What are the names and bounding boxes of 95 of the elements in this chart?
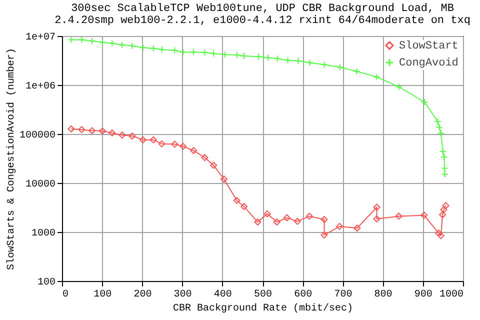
x-tick-label: 200 [134, 290, 152, 300]
point [373, 215, 380, 222]
point [140, 136, 146, 144]
point [264, 210, 271, 218]
x-tick-label: 300 [174, 290, 192, 300]
x-tick-label: 800 [374, 290, 392, 300]
point [171, 46, 178, 54]
point [190, 48, 198, 56]
y-axis-title: SlowStarts & CongestionAvoid (number) [5, 48, 18, 270]
point [99, 128, 106, 135]
point [150, 44, 157, 52]
x-tick-label: 400 [214, 290, 232, 300]
point [421, 98, 428, 106]
point [210, 162, 218, 169]
y-tick-label: 1000 [31, 228, 56, 240]
x-tick-label: 900 [414, 290, 432, 300]
point [373, 204, 380, 211]
point [158, 140, 166, 148]
point [320, 216, 328, 223]
point [180, 48, 187, 56]
point [201, 154, 208, 162]
point [441, 164, 448, 172]
legend-label: SlowStart [399, 40, 458, 52]
point [436, 124, 443, 131]
point [128, 132, 136, 140]
chart-title: 300sec ScalableTCP Web100tune, UDP CBR Background Load, MB [71, 3, 454, 15]
point [439, 211, 446, 218]
point [220, 176, 228, 183]
point [140, 44, 146, 52]
point [210, 50, 218, 57]
point [88, 38, 96, 45]
y-tick-label: 100 [37, 278, 56, 288]
point [420, 212, 428, 219]
point [354, 224, 361, 232]
x-tick-label: 100 [94, 290, 112, 300]
x-tick-label: 500 [254, 290, 272, 300]
point [434, 118, 442, 125]
point [78, 126, 86, 134]
point [306, 212, 313, 220]
x-tick-label: 0 [62, 290, 69, 300]
x-tick-label: 1000 [439, 290, 464, 300]
y-tick-label: 100000 [19, 130, 56, 142]
y-tick-label: 10000 [25, 180, 56, 190]
point [254, 53, 262, 60]
point [294, 57, 302, 64]
point [320, 231, 328, 238]
point [78, 36, 86, 44]
point [439, 148, 446, 155]
point [88, 127, 96, 134]
point [294, 218, 301, 225]
point [108, 40, 116, 47]
point [254, 218, 262, 226]
point [440, 206, 448, 214]
x-tick-label: 700 [334, 290, 352, 300]
point [118, 41, 126, 48]
point [274, 55, 281, 62]
chart-subtitle: 2.4.20smp web100-2.2.1, e1000-4.4.12 rxint 64/64moderate on txq [54, 15, 470, 27]
point [240, 52, 248, 60]
point [171, 140, 178, 148]
point [437, 130, 444, 137]
point [118, 132, 126, 139]
point [180, 142, 187, 150]
point [201, 49, 208, 56]
point [158, 46, 166, 54]
x-tick-label: 600 [294, 290, 312, 300]
point [108, 129, 116, 136]
point [442, 202, 450, 210]
point [99, 38, 106, 46]
point [284, 56, 292, 64]
point [68, 125, 75, 132]
point [128, 42, 136, 50]
point [336, 64, 344, 71]
point [336, 222, 343, 230]
point [373, 73, 380, 80]
point [150, 136, 157, 144]
point [221, 50, 228, 58]
legend-label: CongAvoid [399, 58, 458, 70]
point [240, 203, 248, 210]
point [233, 196, 240, 204]
point [435, 230, 442, 237]
point [353, 68, 360, 75]
point [264, 54, 272, 62]
point [437, 232, 444, 240]
point [395, 212, 402, 220]
point [306, 59, 314, 66]
point [283, 214, 290, 222]
x-axis-title: CBR Background Rate (mbit/sec) [172, 302, 354, 314]
point [273, 218, 280, 226]
point [190, 147, 198, 154]
point [395, 83, 402, 90]
point [320, 61, 328, 68]
y-tick-label: 1e+06 [25, 82, 56, 92]
y-tick-label: 1e+07 [25, 32, 56, 44]
point [233, 51, 240, 58]
point [440, 153, 448, 160]
